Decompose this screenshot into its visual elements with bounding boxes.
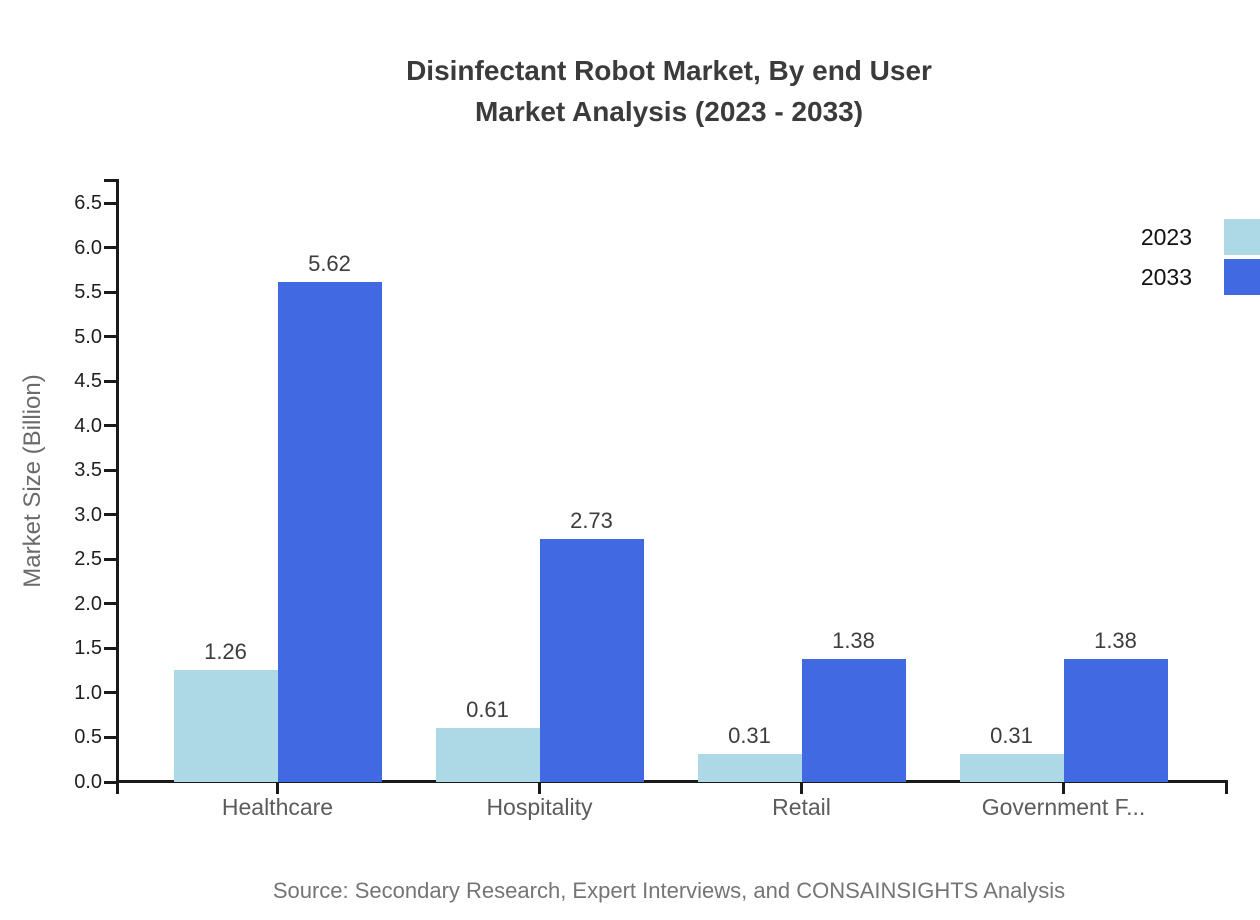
y-tick	[104, 557, 116, 561]
chart-title-line1: Disinfectant Robot Market, By end User	[406, 55, 932, 86]
chart-title: Disinfectant Robot Market, By end User M…	[118, 50, 1220, 132]
y-tick-label: 0.0	[74, 771, 102, 793]
y-tick	[104, 379, 116, 383]
x-axis-end-tick	[1225, 782, 1228, 794]
y-tick-label: 2.5	[74, 548, 102, 571]
bar-value-label: 0.31	[728, 723, 771, 749]
legend: 2023 2033	[1122, 217, 1260, 297]
y-tick	[104, 735, 116, 739]
bar-value-label: 0.61	[466, 696, 509, 722]
y-tick-label: 0.5	[74, 726, 102, 749]
bar-value-label: 0.31	[990, 723, 1033, 749]
plot-area: 0.0 0.5 1.0 1.5 2.0 2.5 3.0 3.5 4.0 4.5 5.0 5.5 6.0 6…	[74, 179, 1228, 820]
y-tick	[104, 646, 116, 650]
bar-2023-healthcare	[173, 669, 278, 782]
x-tick	[1062, 782, 1065, 794]
y-tick	[104, 602, 116, 606]
legend-label-2033: 2033	[1140, 263, 1192, 290]
y-tick	[104, 335, 116, 339]
x-axis-start-tick	[116, 782, 119, 794]
y-tick-label: 6.0	[74, 236, 102, 259]
bar-2033-retail	[801, 659, 906, 782]
source-text: Source: Secondary Research, Expert Inter…	[272, 878, 1066, 903]
y-tick-label: 4.5	[74, 370, 102, 393]
x-category-label: Hospitality	[486, 794, 593, 820]
bar-value-label: 2.73	[570, 507, 613, 533]
bar-value-label: 5.62	[308, 250, 351, 276]
y-tick-label: 6.5	[74, 192, 102, 215]
bar-2023-hospitality	[435, 727, 540, 782]
bar-2033-healthcare	[277, 281, 382, 782]
legend-item-2033: 2033	[1122, 257, 1260, 297]
x-tick	[800, 782, 803, 794]
y-tick	[104, 780, 116, 784]
y-axis-end-tick	[104, 179, 116, 182]
bar-2023-government-f	[959, 754, 1064, 782]
bar-2023-retail	[697, 754, 802, 782]
y-axis-line	[116, 179, 119, 784]
x-category-label: Government F...	[981, 794, 1146, 820]
bar-2033-government-f	[1063, 659, 1168, 782]
x-tick	[276, 782, 279, 794]
y-tick-label: 5.0	[74, 325, 102, 348]
legend-item-2023: 2023	[1122, 217, 1260, 257]
y-tick-label: 4.0	[74, 414, 102, 437]
y-tick-label: 3.5	[74, 459, 102, 482]
y-tick	[104, 468, 116, 472]
x-axis-line	[116, 780, 1228, 783]
bar-value-label: 1.26	[204, 638, 247, 664]
y-tick-label: 1.5	[74, 637, 102, 660]
y-tick	[104, 424, 116, 428]
x-tick	[538, 782, 541, 794]
x-category-label: Retail	[772, 794, 831, 820]
legend-swatch-2023	[1224, 219, 1260, 255]
y-tick	[104, 290, 116, 294]
y-tick-label: 5.5	[74, 281, 102, 304]
y-tick	[104, 513, 116, 517]
legend-label-2023: 2023	[1140, 223, 1192, 250]
y-tick	[104, 691, 116, 695]
bar-2033-hospitality	[539, 538, 644, 782]
bar-value-label: 1.38	[832, 628, 875, 654]
y-tick	[104, 201, 116, 205]
y-tick-label: 3.0	[74, 503, 102, 526]
legend-swatch-2033	[1224, 259, 1260, 295]
x-category-label: Healthcare	[221, 794, 334, 820]
y-tick	[104, 246, 116, 250]
chart-title-line2: Market Analysis (2023 - 2033)	[474, 96, 864, 127]
y-tick-label: 2.0	[74, 592, 102, 615]
bar-value-label: 1.38	[1094, 628, 1137, 654]
y-tick-label: 1.0	[74, 681, 102, 704]
